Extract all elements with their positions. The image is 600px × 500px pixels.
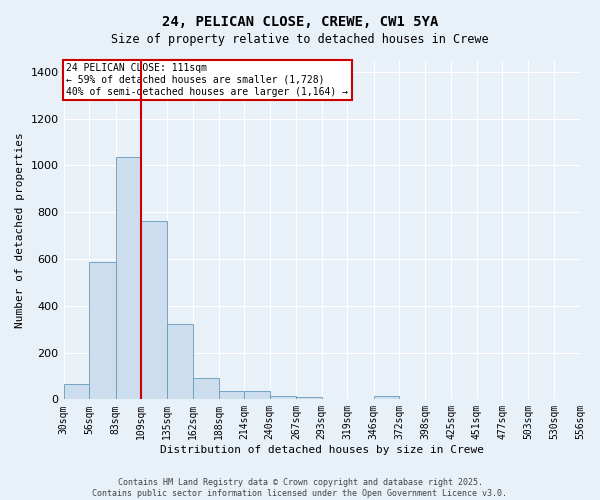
Text: 24, PELICAN CLOSE, CREWE, CW1 5YA: 24, PELICAN CLOSE, CREWE, CW1 5YA <box>162 15 438 29</box>
Text: Size of property relative to detached houses in Crewe: Size of property relative to detached ho… <box>111 32 489 46</box>
Bar <box>89 262 116 400</box>
Bar <box>64 384 89 400</box>
Bar <box>116 157 141 400</box>
Bar <box>141 222 167 400</box>
Text: 24 PELICAN CLOSE: 111sqm
← 59% of detached houses are smaller (1,728)
40% of sem: 24 PELICAN CLOSE: 111sqm ← 59% of detach… <box>66 64 348 96</box>
Bar <box>296 397 322 400</box>
Bar <box>167 324 193 400</box>
Bar <box>244 391 270 400</box>
Y-axis label: Number of detached properties: Number of detached properties <box>15 132 25 328</box>
Bar <box>193 378 218 400</box>
X-axis label: Distribution of detached houses by size in Crewe: Distribution of detached houses by size … <box>160 445 484 455</box>
Bar <box>270 396 296 400</box>
Bar <box>374 396 400 400</box>
Text: Contains HM Land Registry data © Crown copyright and database right 2025.
Contai: Contains HM Land Registry data © Crown c… <box>92 478 508 498</box>
Bar <box>218 391 244 400</box>
